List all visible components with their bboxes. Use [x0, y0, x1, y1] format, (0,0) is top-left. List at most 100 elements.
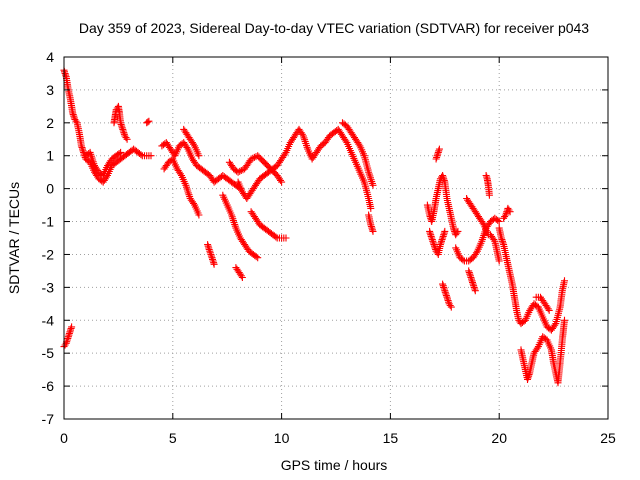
data-point [429, 237, 437, 245]
data-point [428, 234, 436, 242]
data-point [367, 204, 375, 212]
x-tick-label: 25 [600, 430, 616, 446]
data-point [431, 244, 439, 252]
data-point [434, 150, 442, 158]
data-point [207, 252, 215, 260]
data-point [502, 211, 510, 219]
grid [64, 57, 608, 419]
data-point [61, 341, 69, 349]
data-point [237, 167, 245, 174]
data-point [342, 137, 350, 145]
data-point [77, 142, 85, 150]
data-point [545, 306, 553, 314]
data-point [445, 298, 453, 306]
data-point [137, 151, 145, 159]
data-point [440, 283, 448, 291]
data-point [439, 280, 447, 288]
data-point [430, 241, 438, 249]
data-point [467, 274, 475, 281]
data-point [505, 206, 513, 214]
data-point [436, 241, 444, 249]
data-point [272, 233, 280, 241]
data-point [64, 334, 72, 342]
data-point [426, 229, 434, 237]
data-point [470, 282, 478, 290]
data-point [433, 153, 441, 161]
y-tick-label: 1 [46, 148, 54, 164]
y-tick-label: -1 [42, 214, 55, 230]
y-tick-label: -6 [42, 378, 55, 394]
data-point [439, 234, 447, 242]
data-point [524, 374, 532, 382]
data-point [249, 154, 257, 162]
y-tick-label: -5 [42, 345, 55, 361]
data-point [454, 227, 462, 235]
data-point [206, 249, 214, 257]
data-point [117, 148, 125, 156]
data-point [369, 181, 377, 189]
data-point [485, 191, 493, 199]
x-axis-label: GPS time / hours [281, 457, 388, 473]
y-tick-label: 2 [46, 115, 54, 131]
data-point [479, 219, 487, 227]
y-axis-label: SDTVAR / TECUs [6, 182, 22, 294]
x-tick-label: 10 [274, 430, 290, 446]
plot-frame [63, 56, 609, 420]
data-point [254, 254, 262, 262]
data-point [465, 267, 473, 275]
x-tick-label: 20 [491, 430, 507, 446]
x-tick-label: 5 [169, 430, 177, 446]
data-point [499, 239, 507, 247]
data-point [79, 147, 87, 155]
data-point [439, 172, 447, 179]
data-point [67, 326, 74, 334]
data-point [544, 305, 552, 313]
data-point [440, 175, 448, 183]
data-point [190, 140, 197, 148]
data-point [495, 218, 503, 225]
data-point [466, 270, 474, 278]
data-point [446, 302, 454, 309]
y-tick-label: -4 [42, 312, 55, 328]
data-point [435, 147, 443, 155]
data-point [561, 316, 568, 324]
data-point [234, 168, 242, 176]
data-point [176, 170, 184, 178]
data-point [438, 237, 445, 245]
data-point [498, 236, 506, 244]
data-point [482, 172, 490, 179]
data-point [145, 117, 153, 125]
data-point [195, 152, 203, 160]
x-tick-label: 15 [383, 430, 399, 446]
data-point [506, 208, 514, 216]
data-point [238, 274, 246, 281]
data-point [62, 71, 70, 79]
data-point [551, 321, 559, 329]
data-point [210, 260, 218, 268]
data-point [533, 344, 541, 352]
data-point [490, 236, 498, 244]
data-point [68, 323, 76, 331]
data-point [471, 287, 479, 295]
data-point [69, 111, 77, 119]
data-point [195, 211, 203, 219]
data-point [441, 227, 449, 235]
data-point [204, 241, 212, 249]
data-point [65, 329, 73, 337]
data-point [459, 256, 467, 264]
data-point [435, 145, 443, 153]
chart-title: Day 359 of 2023, Sidereal Day-to-day VTE… [79, 20, 589, 36]
data-point [501, 213, 509, 221]
data-point [453, 229, 461, 237]
data-point [281, 150, 289, 158]
data-point [469, 278, 476, 286]
data-point [277, 176, 284, 184]
data-point [102, 173, 110, 181]
data-point [183, 144, 191, 151]
data-point [369, 227, 377, 235]
data-point [471, 285, 479, 293]
data-point [441, 288, 449, 296]
data-point [236, 167, 244, 175]
data-point [115, 150, 123, 157]
